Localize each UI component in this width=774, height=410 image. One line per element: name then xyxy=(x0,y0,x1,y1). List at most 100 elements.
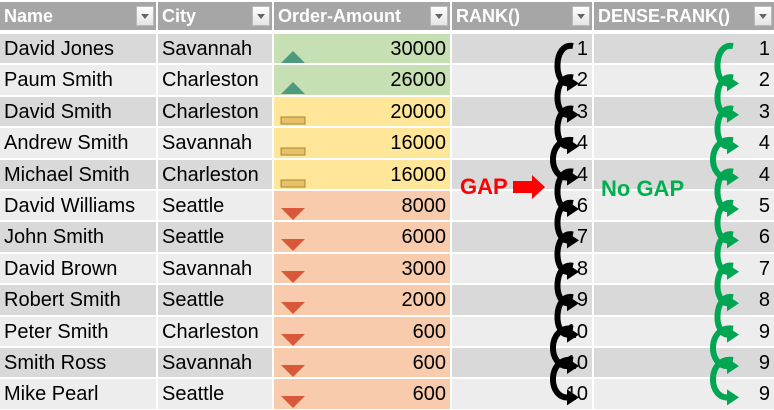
cell-name[interactable]: David Jones xyxy=(0,34,156,64)
dash-icon xyxy=(280,137,306,157)
cell-dense-rank[interactable]: 8 xyxy=(594,285,774,315)
cell-order-amount[interactable]: 6000 xyxy=(274,222,450,252)
cell-dense-rank[interactable]: 9 xyxy=(594,348,774,378)
cell-city[interactable]: Seattle xyxy=(158,191,272,221)
cell-name[interactable]: Andrew Smith xyxy=(0,128,156,158)
cell-rank[interactable]: 3 xyxy=(452,96,592,127)
cell-city[interactable]: Savannah xyxy=(158,348,272,378)
down-triangle-icon xyxy=(280,231,306,252)
cell-rank[interactable]: 10 xyxy=(452,379,592,409)
dash-icon xyxy=(280,169,306,189)
cell-value: 26000 xyxy=(390,69,446,92)
cell-city[interactable]: Charleston xyxy=(158,159,272,189)
cell-rank[interactable]: 2 xyxy=(452,65,592,95)
cell-order-amount[interactable]: 26000 xyxy=(274,65,450,95)
cell-value: 30000 xyxy=(390,38,446,60)
cell-rank[interactable]: 8 xyxy=(452,253,592,284)
cell-dense-rank[interactable]: 7 xyxy=(594,253,774,284)
cell-name[interactable]: David Smith xyxy=(0,96,156,127)
cell-value: 7 xyxy=(576,226,588,249)
cell-order-amount[interactable]: 3000 xyxy=(274,253,450,284)
cell-city[interactable]: Seattle xyxy=(158,285,272,315)
cell-value: Robert Smith xyxy=(4,289,121,312)
cell-rank[interactable]: 9 xyxy=(452,285,592,315)
cell-dense-rank[interactable]: 4 xyxy=(594,159,774,189)
cell-name[interactable]: Peter Smith xyxy=(0,316,156,346)
cell-name[interactable]: Mike Pearl xyxy=(0,379,156,409)
cell-value: 6000 xyxy=(401,226,447,249)
cell-value: 8 xyxy=(576,257,588,280)
cell-city[interactable]: Charleston xyxy=(158,65,272,95)
filter-dropdown-button[interactable] xyxy=(754,6,772,26)
cell-city[interactable]: Savannah xyxy=(158,253,272,284)
cell-order-amount[interactable]: 20000 xyxy=(274,96,450,127)
cell-order-amount[interactable]: 600 xyxy=(274,348,450,378)
cell-name[interactable]: John Smith xyxy=(0,222,156,252)
cell-city[interactable]: Charleston xyxy=(158,96,272,127)
cell-value: Seattle xyxy=(162,226,225,249)
cell-value: David Jones xyxy=(4,38,115,60)
cell-value: 600 xyxy=(412,320,446,343)
cell-rank[interactable]: 10 xyxy=(452,316,592,346)
cell-rank[interactable]: 4 xyxy=(452,128,592,158)
down-triangle-icon xyxy=(280,200,306,220)
cell-value: 2 xyxy=(758,69,770,92)
header-city: City xyxy=(158,2,272,30)
cell-order-amount[interactable]: 8000 xyxy=(274,191,450,221)
filter-dropdown-button[interactable] xyxy=(252,6,270,26)
cell-value: 600 xyxy=(412,352,446,374)
filter-dropdown-button[interactable] xyxy=(136,6,154,26)
cell-city[interactable]: Savannah xyxy=(158,34,272,64)
cell-order-amount[interactable]: 600 xyxy=(274,379,450,409)
down-triangle-icon xyxy=(280,263,306,283)
cell-city[interactable]: Charleston xyxy=(158,316,272,346)
cell-dense-rank[interactable]: 1 xyxy=(594,34,774,64)
cell-value: Smith Ross xyxy=(4,352,107,374)
filter-dropdown-button[interactable] xyxy=(430,6,448,26)
cell-value: 600 xyxy=(412,383,446,406)
cell-name[interactable]: Paum Smith xyxy=(0,65,156,95)
cell-value: David Brown xyxy=(4,257,118,280)
cell-name[interactable]: Smith Ross xyxy=(0,348,156,378)
cell-order-amount[interactable]: 16000 xyxy=(274,159,450,189)
cell-value: David Smith xyxy=(4,100,112,123)
down-triangle-icon xyxy=(280,294,306,315)
filter-dropdown-button[interactable] xyxy=(572,6,590,26)
cell-dense-rank[interactable]: 3 xyxy=(594,96,774,127)
cell-value: 2 xyxy=(576,69,588,92)
cell-value: 4 xyxy=(758,163,770,186)
cell-value: 6 xyxy=(576,195,588,217)
gap-label: GAP xyxy=(460,174,508,199)
cell-order-amount[interactable]: 2000 xyxy=(274,285,450,315)
cell-value: 3000 xyxy=(401,257,447,280)
header-dense-rank: DENSE-RANK() xyxy=(594,2,774,30)
cell-order-amount[interactable]: 600 xyxy=(274,316,450,346)
cell-name[interactable]: David Williams xyxy=(0,191,156,221)
header-label: Name xyxy=(4,6,54,26)
cell-value: 10 xyxy=(565,352,588,374)
cell-name[interactable]: David Brown xyxy=(0,253,156,284)
cell-order-amount[interactable]: 30000 xyxy=(274,34,450,64)
cell-city[interactable]: Seattle xyxy=(158,379,272,409)
cell-dense-rank[interactable]: 9 xyxy=(594,379,774,409)
cell-city[interactable]: Savannah xyxy=(158,128,272,158)
cell-dense-rank[interactable]: 4 xyxy=(594,128,774,158)
cell-dense-rank[interactable]: 6 xyxy=(594,222,774,252)
cell-value: Savannah xyxy=(162,132,253,155)
cell-city[interactable]: Seattle xyxy=(158,222,272,252)
cell-value: Mike Pearl xyxy=(4,383,99,406)
cell-dense-rank[interactable]: 9 xyxy=(594,316,774,346)
cell-rank[interactable]: 7 xyxy=(452,222,592,252)
cell-value: 1 xyxy=(576,38,588,60)
header-label: RANK() xyxy=(456,6,520,26)
cell-value: 4 xyxy=(758,132,770,155)
header-rank: RANK() xyxy=(452,2,592,30)
cell-order-amount[interactable]: 16000 xyxy=(274,128,450,158)
cell-dense-rank[interactable]: 2 xyxy=(594,65,774,95)
cell-value: 9 xyxy=(758,320,770,343)
cell-rank[interactable]: 10 xyxy=(452,348,592,378)
cell-dense-rank[interactable]: 5 xyxy=(594,191,774,221)
cell-name[interactable]: Robert Smith xyxy=(0,285,156,315)
cell-rank[interactable]: 1 xyxy=(452,34,592,64)
cell-name[interactable]: Michael Smith xyxy=(0,159,156,189)
